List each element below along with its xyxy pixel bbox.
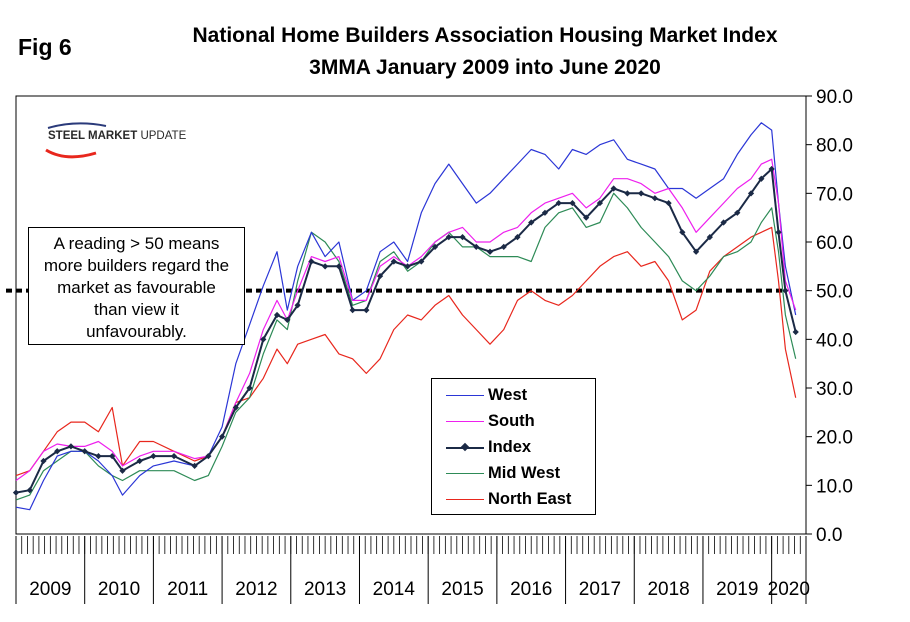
legend-item-north-east: North East xyxy=(432,490,595,510)
legend-label: Mid West xyxy=(488,464,561,482)
chart-title-line-2: 3MMA January 2009 into June 2020 xyxy=(309,56,661,79)
y-tick-label: 90.0 xyxy=(816,87,853,108)
data-point xyxy=(638,190,645,197)
y-tick-label: 10.0 xyxy=(816,476,853,497)
legend-item-index: Index xyxy=(432,438,595,458)
data-point xyxy=(624,190,631,197)
data-point xyxy=(284,316,291,323)
data-point xyxy=(335,263,342,270)
plot-area xyxy=(15,95,807,535)
annotation-line: more builders regard the xyxy=(43,256,230,275)
data-point xyxy=(651,195,658,202)
series-line-west xyxy=(15,122,797,511)
data-point xyxy=(486,248,494,255)
plot-frame xyxy=(15,95,807,535)
data-point xyxy=(390,258,397,265)
legend-label: South xyxy=(488,412,535,430)
data-point xyxy=(260,336,267,343)
annotation-line: unfavourably. xyxy=(86,322,187,341)
y-axis: 0.0 10.0 20.0 30.0 40.0 50.0 60.0 70.0 80.0 90.0 xyxy=(806,87,853,546)
x-year-label: 2015 xyxy=(441,579,483,600)
series-west xyxy=(15,122,797,511)
data-point xyxy=(404,263,411,270)
legend-label: Index xyxy=(488,438,532,456)
data-point xyxy=(349,307,356,314)
data-point xyxy=(150,453,157,460)
y-tick-label: 30.0 xyxy=(816,379,853,400)
x-year-label: 2016 xyxy=(510,579,552,600)
legend-swatch xyxy=(446,499,484,500)
x-year-label: 2019 xyxy=(716,579,758,600)
series-south xyxy=(15,158,797,481)
legend-item-mid-west: Mid West xyxy=(432,464,595,484)
figure-label: Fig 6 xyxy=(18,34,72,60)
series-layer xyxy=(12,122,799,511)
data-point xyxy=(782,287,789,294)
x-year-label: 2009 xyxy=(29,579,71,600)
logo-text-part1: STEEL MARKET xyxy=(48,130,138,142)
data-point xyxy=(273,311,281,319)
legend-item-south: South xyxy=(432,412,595,432)
y-tick-label: 0.0 xyxy=(816,525,842,546)
annotation-line: market as favourable xyxy=(57,278,216,297)
y-tick-label: 50.0 xyxy=(816,282,853,303)
data-point xyxy=(294,302,301,309)
x-year-label: 2010 xyxy=(98,579,140,600)
logo-text-part2: UPDATE xyxy=(140,130,187,142)
y-tick-label: 80.0 xyxy=(816,136,853,157)
logo-swoosh-icon xyxy=(45,122,107,159)
y-tick-label: 70.0 xyxy=(816,184,853,205)
series-line-north-east xyxy=(15,226,797,477)
x-year-label: 2013 xyxy=(304,579,346,600)
data-point xyxy=(665,199,672,207)
data-point xyxy=(95,453,102,460)
x-year-label: 2017 xyxy=(579,579,621,600)
data-point xyxy=(322,263,329,270)
annotation-line: A reading > 50 means xyxy=(53,234,220,253)
legend-swatch xyxy=(446,473,484,474)
legend: West South Index Mid West North East xyxy=(431,378,596,515)
y-tick-label: 20.0 xyxy=(816,428,853,449)
legend-label: West xyxy=(488,386,528,404)
x-year-label: 2020 xyxy=(768,579,810,600)
y-tick-label: 60.0 xyxy=(816,233,853,254)
x-year-label: 2011 xyxy=(167,579,208,600)
legend-marker xyxy=(460,442,470,452)
data-point xyxy=(308,258,315,265)
x-year-label: 2018 xyxy=(647,579,689,600)
x-axis: 2009 2010 2011 2012 2013 2014 2015 2016 2017 2018… xyxy=(15,536,810,604)
data-point xyxy=(792,328,799,336)
data-point xyxy=(170,453,178,460)
legend-swatch xyxy=(446,421,484,422)
data-point xyxy=(363,307,370,314)
annotation-line: than view it xyxy=(93,300,180,319)
data-point xyxy=(376,272,384,280)
annotation-box: A reading > 50 means more builders regar… xyxy=(28,227,245,345)
legend-swatch xyxy=(446,395,484,396)
legend-item-west: West xyxy=(432,386,595,406)
legend-label: North East xyxy=(488,490,572,508)
series-index xyxy=(12,165,799,496)
chart-title-line-1: National Home Builders Association Housi… xyxy=(192,24,778,47)
series-line-south xyxy=(15,158,797,481)
y-tick-label: 40.0 xyxy=(816,330,853,351)
data-point xyxy=(67,443,75,450)
data-point xyxy=(418,258,425,265)
data-point xyxy=(12,489,20,496)
series-north-east xyxy=(15,226,797,477)
x-year-label: 2012 xyxy=(235,579,277,600)
x-year-label: 2014 xyxy=(373,579,416,600)
